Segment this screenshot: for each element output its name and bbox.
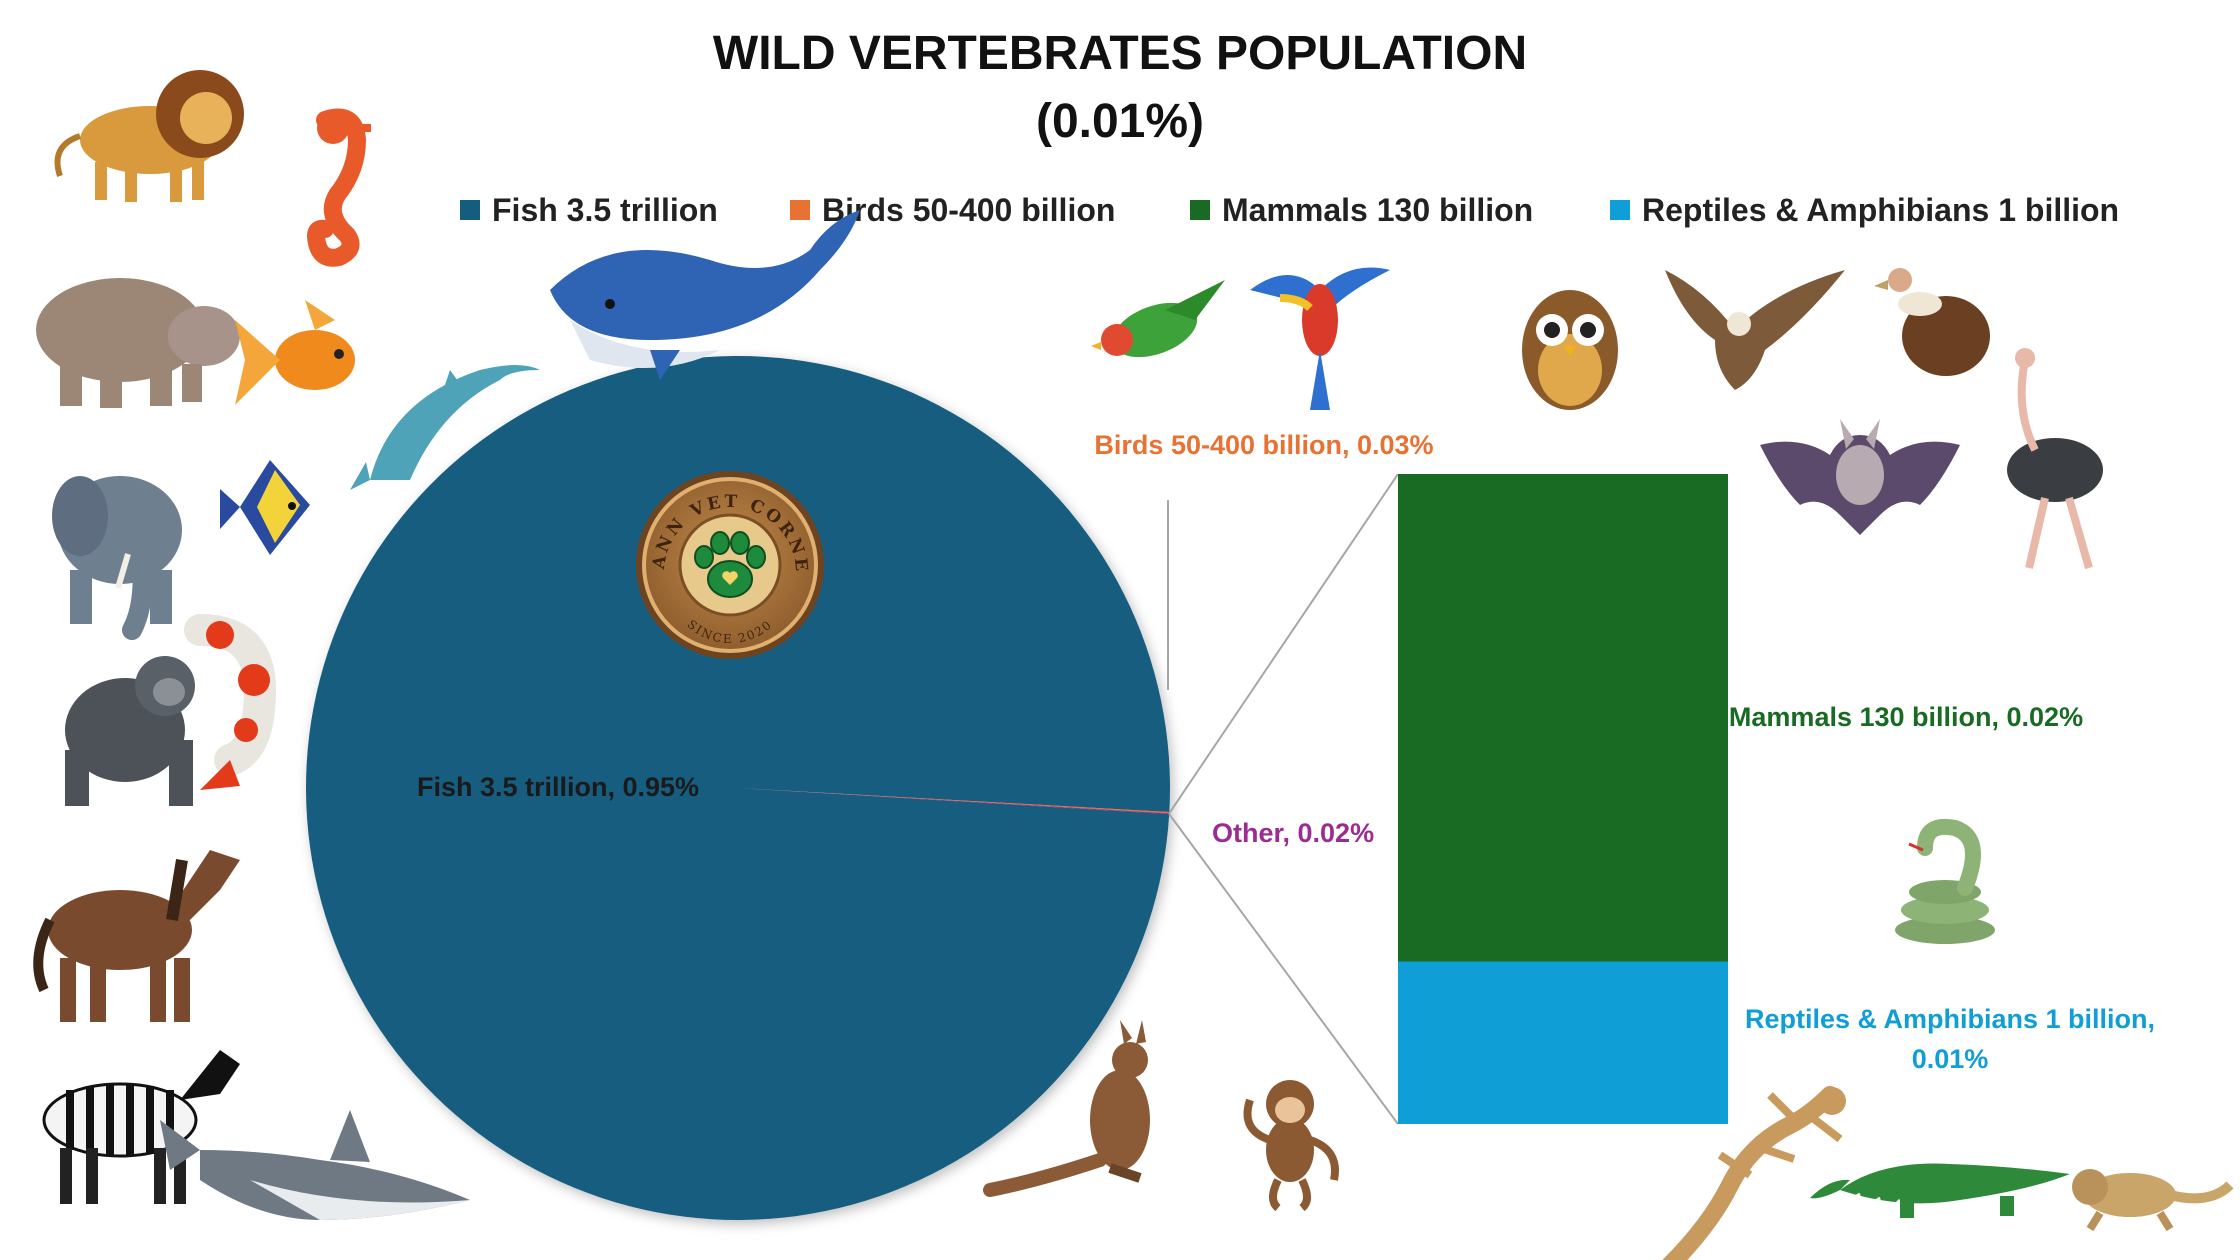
legend-item-reptiles: Reptiles & Amphibians 1 billion — [1610, 186, 2119, 234]
dolphin-icon — [350, 365, 540, 490]
connector-lines — [1167, 473, 1399, 1125]
legend-swatch-fish — [460, 200, 480, 220]
bar-segment-mammals — [1398, 474, 1728, 962]
horse-icon — [33, 850, 240, 1022]
bar-segment-reptiles — [1398, 961, 1728, 1124]
legend-item-fish: Fish 3.5 trillion — [460, 186, 718, 234]
legend: Fish 3.5 trillion Birds 50-400 billion M… — [460, 186, 2220, 234]
snake-icon — [1895, 819, 1995, 944]
legend-label-fish: Fish 3.5 trillion — [492, 191, 718, 228]
pie-slice-other — [738, 788, 1170, 815]
elephant-icon — [52, 476, 182, 640]
legend-item-mammals: Mammals 130 billion — [1190, 186, 1533, 234]
bat-icon — [1760, 419, 1960, 535]
vulture-icon — [1874, 268, 1990, 376]
pie-slice-birds — [738, 788, 1170, 814]
data-label-other: Other, 0.02% — [1212, 818, 1374, 848]
pie-slice-fish — [306, 355, 1171, 1220]
legend-label-mammals: Mammals 130 billion — [1222, 191, 1534, 228]
crocodile-icon — [1810, 1163, 2070, 1218]
goldfish-icon — [235, 300, 355, 405]
chart-title: WILD VERTEBRATES POPULATION (0.01%) — [0, 20, 2240, 156]
data-label-reptiles-line2: 0.01% — [1912, 1044, 1989, 1074]
data-label-fish: Fish 3.5 trillion, 0.95% — [417, 772, 699, 802]
gecko-icon — [1662, 1086, 1846, 1260]
koi-fish-icon — [184, 614, 277, 790]
ostrich-icon — [2007, 348, 2103, 570]
title-line-2: (0.01%) — [1035, 95, 1205, 148]
owl-icon — [1522, 290, 1618, 410]
stacked-bar — [1398, 474, 1728, 1124]
shark-icon — [160, 1110, 470, 1220]
lovebird-icon — [1091, 280, 1225, 358]
connector-line-bottom — [1168, 813, 1399, 1125]
kangaroo-icon — [983, 1020, 1150, 1197]
monkey-icon — [1243, 1080, 1339, 1212]
data-label-mammals: Mammals 130 billion, 0.02% — [1729, 702, 2083, 732]
legend-item-birds: Birds 50-400 billion — [790, 186, 1115, 234]
mann-vet-corner-logo: MANN VET CORNER SINCE 2020 — [636, 471, 824, 659]
angelfish-icon — [220, 460, 310, 555]
data-label-birds: Birds 50-400 billion, 0.03% — [1094, 430, 1433, 460]
legend-swatch-reptiles — [1610, 200, 1630, 220]
pie-chart — [306, 355, 1171, 1220]
zebra-icon — [42, 1050, 240, 1204]
legend-label-birds: Birds 50-400 billion — [822, 191, 1116, 228]
legend-label-reptiles: Reptiles & Amphibians 1 billion — [1642, 191, 2120, 228]
eagle-icon — [1665, 270, 1845, 390]
whale-icon — [550, 210, 860, 380]
seahorse-icon — [307, 108, 371, 267]
connector-line-top — [1168, 473, 1399, 814]
gorilla-icon — [65, 656, 195, 806]
heart-icon — [722, 571, 738, 585]
macaw-icon — [1250, 267, 1390, 410]
bearded-dragon-icon — [2072, 1169, 2234, 1232]
title-line-1: WILD VERTEBRATES POPULATION — [712, 27, 1528, 80]
legend-swatch-birds — [790, 200, 810, 220]
data-label-reptiles-line1: Reptiles & Amphibians 1 billion, — [1745, 1004, 2155, 1034]
legend-swatch-mammals — [1190, 200, 1210, 220]
hippo-icon — [36, 278, 240, 408]
lion-icon — [54, 70, 244, 202]
